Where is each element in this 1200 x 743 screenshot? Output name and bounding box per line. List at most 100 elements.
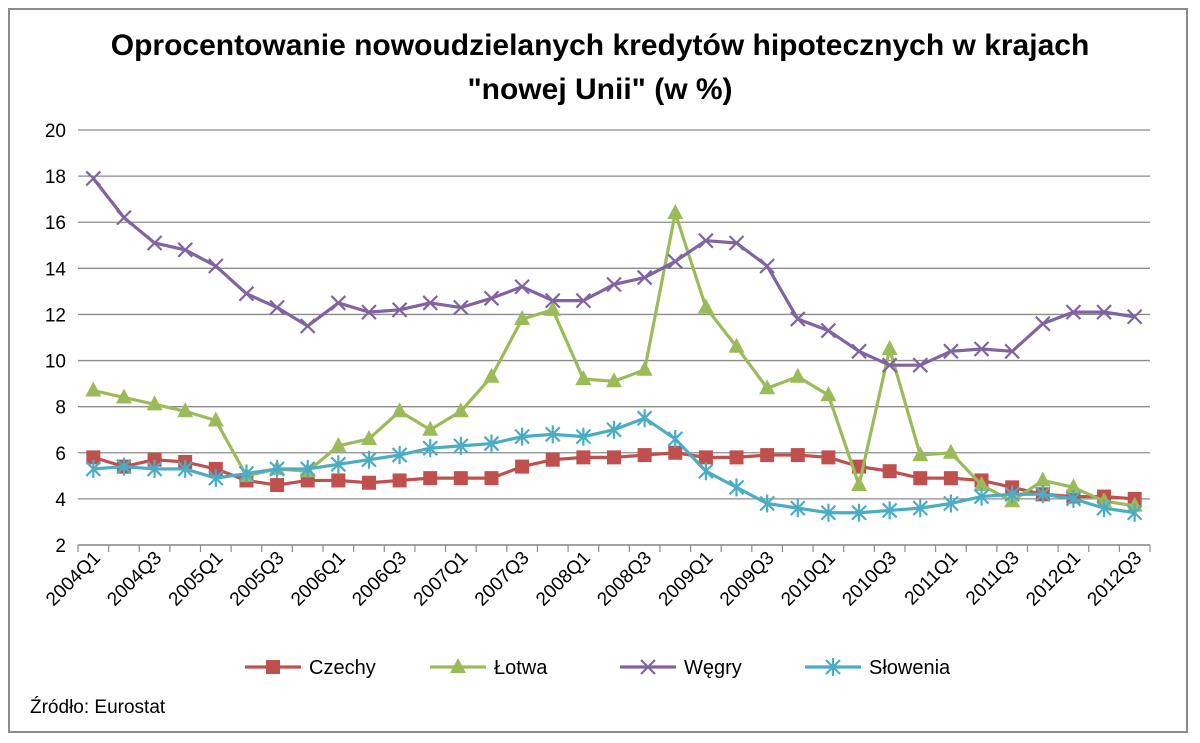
y-tick-label-6: 6 [55, 444, 66, 465]
x-tick-label-2010q1: 2010Q1 [777, 548, 840, 611]
data-point-slowenia [881, 501, 898, 520]
data-point-lotwa [606, 372, 622, 388]
x-tick-label-2010q3: 2010Q3 [839, 548, 902, 611]
data-point-wegry [820, 322, 837, 339]
data-point-slowenia [912, 499, 929, 518]
data-point-lotwa [1034, 471, 1051, 487]
data-point-wegry [177, 242, 193, 258]
data-point-czechy [760, 448, 775, 463]
data-point-wegry [514, 279, 530, 295]
data-point-czechy [607, 450, 621, 465]
data-point-slowenia [1126, 503, 1143, 522]
data-point-czechy [331, 473, 346, 488]
data-point-lotwa [759, 379, 776, 395]
data-point-slowenia [575, 427, 592, 446]
data-point-czechy [698, 450, 713, 465]
legend-marker-slowenia [825, 658, 841, 676]
y-tick-label-16: 16 [45, 213, 66, 234]
y-tick-label-2: 2 [55, 536, 66, 557]
data-point-slowenia [269, 459, 285, 478]
series-line-wegry [92, 177, 1135, 367]
data-point-czechy [515, 459, 530, 474]
data-point-lotwa [851, 476, 868, 492]
data-point-czechy [729, 450, 744, 465]
data-point-czechy [637, 448, 652, 463]
data-point-slowenia [514, 427, 530, 446]
data-point-lotwa [575, 370, 592, 385]
data-point-lotwa [789, 367, 806, 383]
data-point-slowenia [667, 429, 684, 448]
data-point-wegry [1004, 343, 1020, 360]
data-point-czechy [270, 478, 285, 493]
data-point-czechy [545, 452, 560, 467]
data-point-czechy [484, 471, 499, 486]
data-point-slowenia [789, 499, 806, 518]
data-point-wegry [1065, 304, 1082, 320]
x-axis-ticks: 2004Q12004Q32005Q12005Q32006Q12006Q32007… [42, 548, 1146, 611]
data-point-wegry [238, 285, 255, 302]
y-tick-label-14: 14 [45, 259, 67, 280]
series-wegry [85, 170, 1143, 373]
data-point-wegry [391, 302, 408, 318]
data-point-lotwa [330, 436, 347, 452]
data-point-wegry [698, 232, 714, 249]
x-tick-label-2005q3: 2005Q3 [226, 548, 289, 611]
data-point-slowenia [330, 455, 347, 474]
source-note: Źródło: Eurostat [30, 697, 166, 718]
x-tick-label-2006q1: 2006Q1 [287, 548, 350, 611]
data-point-czechy [361, 475, 376, 490]
legend-label-slowenia: Słowenia [869, 657, 951, 679]
x-tick-label-2011q1: 2011Q1 [901, 548, 963, 610]
legend-label-wegry: Węgry [684, 657, 742, 679]
data-point-slowenia [361, 450, 377, 469]
y-tick-label-20: 20 [45, 121, 66, 142]
legend-label-lotwa: Łotwa [494, 657, 548, 679]
data-point-lotwa [115, 388, 132, 404]
data-point-czechy [423, 471, 438, 486]
data-point-lotwa [636, 360, 653, 376]
data-point-wegry [943, 343, 959, 360]
data-point-slowenia [299, 459, 316, 478]
data-point-slowenia [943, 494, 959, 513]
data-point-wegry [1035, 315, 1051, 332]
data-point-lotwa [514, 310, 531, 326]
data-point-wegry [912, 357, 929, 373]
data-point-slowenia [728, 478, 745, 497]
data-point-czechy [453, 471, 468, 486]
y-tick-label-12: 12 [45, 305, 66, 326]
data-point-lotwa [391, 402, 408, 418]
data-point-lotwa [697, 298, 714, 314]
data-point-wegry [575, 292, 592, 309]
x-tick-label-2008q3: 2008Q3 [593, 548, 656, 611]
data-point-lotwa [942, 443, 959, 459]
data-point-wegry [453, 299, 469, 316]
data-point-slowenia [1065, 489, 1082, 508]
data-point-lotwa [881, 340, 898, 356]
data-point-slowenia [116, 457, 132, 476]
series-group [85, 170, 1143, 522]
data-point-lotwa [85, 381, 102, 397]
data-point-wegry [759, 258, 775, 274]
data-point-wegry [269, 299, 285, 316]
data-point-wegry [299, 318, 316, 334]
legend-marker-lotwa [450, 658, 466, 673]
data-point-czechy [208, 461, 223, 476]
data-point-wegry [636, 269, 653, 286]
data-point-wegry [1126, 308, 1143, 325]
data-point-wegry [851, 343, 867, 360]
chart-title-line1: Oprocentowanie nowoudzielanych kredytów … [110, 29, 1090, 62]
data-point-czechy [668, 445, 683, 460]
y-axis-ticks: 2 4 6 8 10 12 14 16 18 20 [45, 121, 67, 557]
data-point-lotwa [146, 395, 163, 411]
legend-marker-czechy [266, 660, 280, 674]
x-tick-label-2004q3: 2004Q3 [103, 548, 166, 611]
data-point-czechy [882, 464, 897, 479]
data-point-slowenia [146, 459, 163, 478]
data-point-slowenia [698, 462, 714, 481]
data-point-wegry [208, 258, 224, 274]
y-tick-label-4: 4 [55, 490, 66, 511]
data-point-lotwa [483, 367, 500, 383]
data-point-wegry [483, 290, 500, 307]
legend-item-wegry: Węgry [620, 657, 742, 679]
